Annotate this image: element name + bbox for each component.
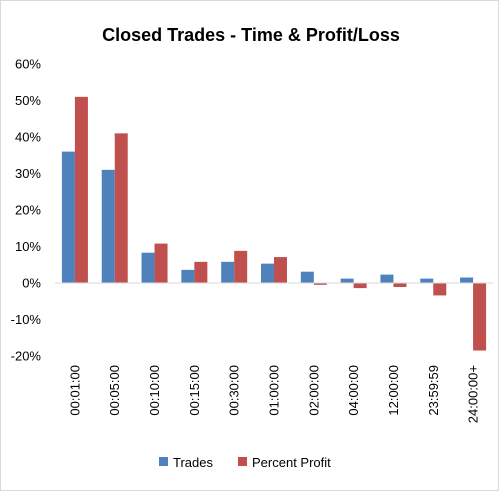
legend: Trades Percent Profit	[159, 455, 331, 470]
bar-percent-profit	[274, 257, 287, 283]
bar-percent-profit	[74, 96, 88, 283]
y-tick-label: 0%	[22, 276, 41, 291]
bar-percent-profit	[353, 283, 367, 289]
y-tick-label: 10%	[15, 239, 41, 254]
x-tick-label: 23:59:59	[426, 365, 441, 416]
x-tick-label: 01:00:00	[267, 365, 282, 416]
x-tick-label: 00:30:00	[227, 365, 242, 416]
bar-trades	[380, 274, 394, 283]
x-tick-label: 02:00:00	[306, 365, 321, 416]
y-axis: -20% -10% 0% 10% 20% 30% 40% 50% 60%	[11, 57, 42, 364]
bars	[61, 96, 487, 351]
bar-percent-profit	[234, 250, 248, 283]
bar-trades	[420, 278, 434, 283]
legend-swatch	[159, 457, 168, 466]
bar-trades	[101, 169, 115, 283]
legend-label: Percent Profit	[252, 455, 331, 470]
x-axis: 00:01:00 00:05:00 00:10:00 00:15:00 00:30:00…	[67, 365, 480, 423]
bar-percent-profit	[114, 133, 128, 283]
x-tick-label: 24:00:00+	[466, 365, 481, 423]
bar-trades	[61, 151, 75, 283]
chart-title: Closed Trades - Time & Profit/Loss	[102, 25, 400, 45]
y-tick-label: -20%	[11, 349, 42, 364]
legend-label: Trades	[173, 455, 213, 470]
bar-percent-profit	[154, 243, 168, 283]
bar-trades	[261, 263, 274, 283]
x-tick-label: 00:10:00	[147, 365, 162, 416]
bar-trades	[460, 277, 474, 283]
legend-swatch	[238, 457, 247, 466]
bar-trades	[300, 271, 314, 283]
y-tick-label: 40%	[15, 130, 41, 145]
y-tick-label: 20%	[15, 203, 41, 218]
x-tick-label: 04:00:00	[346, 365, 361, 416]
bar-trades	[340, 278, 354, 283]
bar-trades	[141, 252, 155, 283]
y-tick-label: -10%	[11, 312, 42, 327]
bar-trades	[181, 269, 195, 283]
y-tick-label: 30%	[15, 166, 41, 181]
bar-percent-profit	[313, 283, 327, 285]
bar-percent-profit	[473, 283, 487, 351]
bar-trades	[221, 261, 235, 283]
bar-percent-profit	[433, 283, 447, 296]
y-tick-label: 50%	[15, 93, 41, 108]
x-tick-label: 12:00:00	[386, 365, 401, 416]
x-tick-label: 00:05:00	[107, 365, 122, 416]
x-tick-label: 00:01:00	[67, 365, 82, 416]
x-tick-label: 00:15:00	[187, 365, 202, 416]
bar-percent-profit	[393, 283, 407, 288]
bar-percent-profit	[194, 261, 208, 283]
y-tick-label: 60%	[15, 57, 41, 72]
